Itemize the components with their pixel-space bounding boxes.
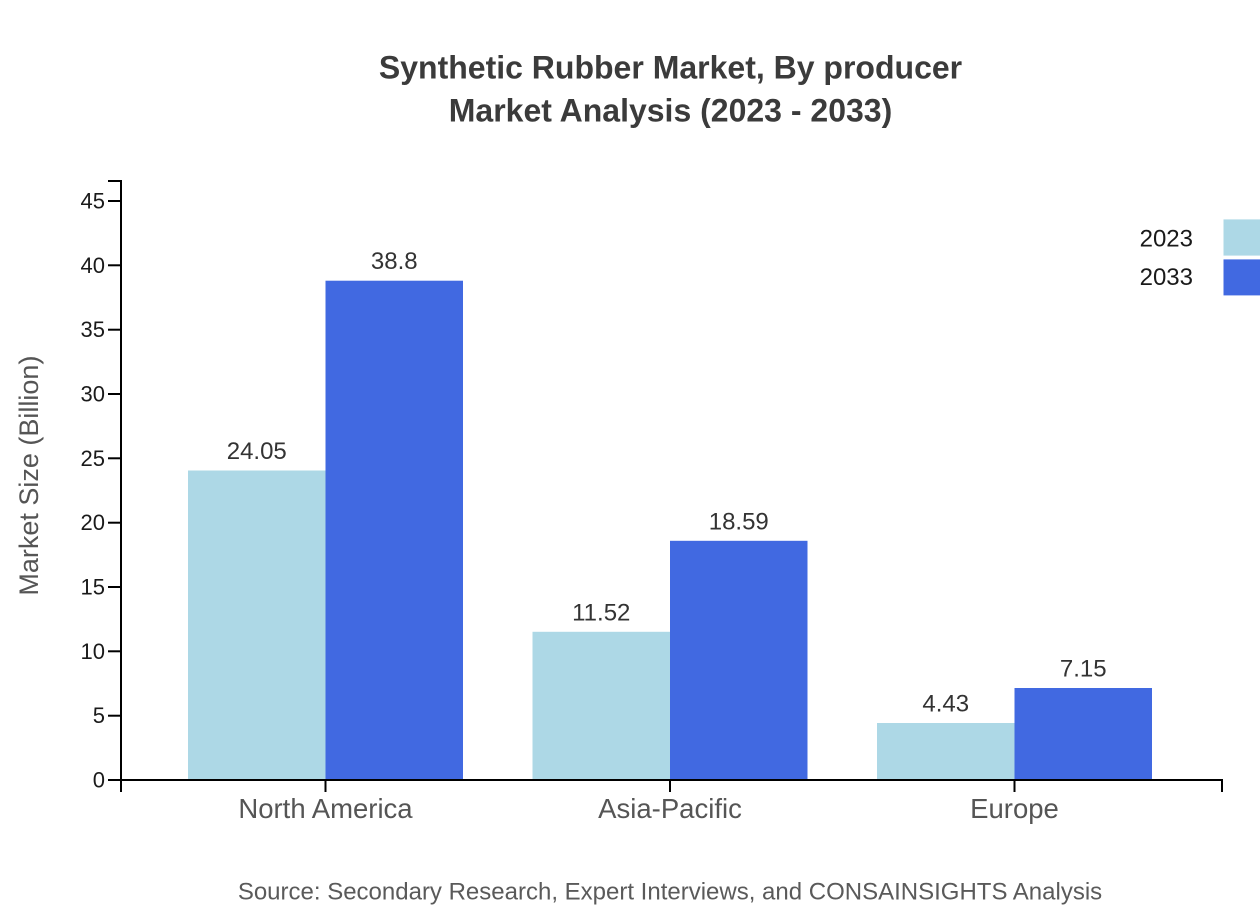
svg-text:Market Size (Billion): Market Size (Billion) — [14, 356, 44, 596]
svg-text:20: 20 — [81, 510, 105, 535]
svg-text:Source: Secondary Research, Ex: Source: Secondary Research, Expert Inter… — [238, 878, 1102, 905]
svg-text:18.59: 18.59 — [709, 508, 769, 535]
svg-text:24.05: 24.05 — [227, 438, 287, 465]
svg-text:Europe: Europe — [970, 793, 1059, 824]
svg-text:Synthetic Rubber Market, By pr: Synthetic Rubber Market, By producer — [379, 50, 962, 86]
svg-text:5: 5 — [93, 703, 105, 728]
svg-text:38.8: 38.8 — [371, 248, 418, 275]
svg-text:11.52: 11.52 — [572, 599, 630, 626]
svg-text:30: 30 — [81, 382, 105, 407]
svg-text:0: 0 — [93, 768, 105, 793]
svg-text:7.15: 7.15 — [1060, 656, 1107, 683]
svg-text:35: 35 — [81, 317, 105, 342]
svg-text:10: 10 — [81, 639, 105, 664]
svg-text:2023: 2023 — [1140, 225, 1193, 252]
svg-text:15: 15 — [81, 575, 105, 600]
svg-text:Market Analysis (2023 - 2033): Market Analysis (2023 - 2033) — [449, 93, 893, 129]
svg-text:40: 40 — [81, 253, 105, 278]
svg-text:Asia-Pacific: Asia-Pacific — [598, 793, 742, 824]
svg-text:25: 25 — [81, 446, 105, 471]
svg-text:4.43: 4.43 — [922, 691, 969, 718]
svg-text:45: 45 — [81, 189, 105, 214]
svg-text:2033: 2033 — [1140, 264, 1193, 291]
svg-text:North America: North America — [238, 793, 413, 824]
